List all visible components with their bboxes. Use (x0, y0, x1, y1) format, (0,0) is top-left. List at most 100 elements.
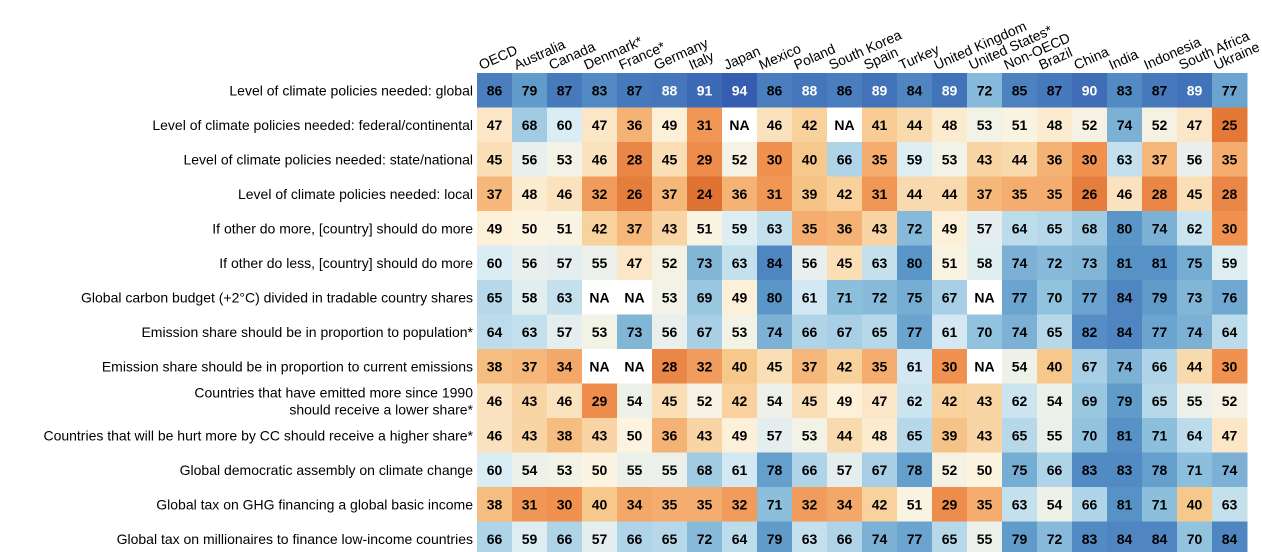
cell-value: 57 (557, 324, 573, 340)
heatmap-cell (1107, 452, 1143, 488)
cell-value: 37 (627, 220, 643, 236)
heatmap-cell (512, 107, 548, 143)
heatmap-cell (687, 383, 723, 419)
cell-value: NA (589, 358, 609, 374)
cell-value: 45 (1187, 186, 1203, 202)
heatmap-cell (1142, 349, 1178, 384)
heatmap-cell (1072, 487, 1108, 522)
row-label-line: Global democratic assembly on climate ch… (180, 462, 474, 478)
cell-value: NA (834, 117, 854, 133)
heatmap-cell (897, 452, 933, 488)
heatmap-cell (1107, 245, 1143, 281)
cell-value: 84 (1117, 289, 1133, 305)
heatmap-cell (652, 280, 688, 315)
cell-value: 87 (1152, 82, 1168, 98)
cell-value: 76 (1222, 289, 1238, 305)
heatmap-cell (1212, 452, 1248, 488)
cell-value: 86 (767, 82, 783, 98)
heatmap-cell (687, 176, 723, 212)
cell-value: 63 (1222, 496, 1238, 512)
row-label: Level of climate policies needed: local (238, 186, 473, 202)
heatmap-cell (1037, 211, 1073, 246)
heatmap-cell (617, 176, 653, 212)
cell-value: 79 (1117, 393, 1133, 409)
heatmap-cell (1002, 452, 1038, 488)
heatmap-cell (1037, 314, 1073, 350)
cell-value: 47 (592, 117, 608, 133)
heatmap-cell (897, 349, 933, 384)
heatmap-cell (862, 487, 898, 522)
heatmap-cell (932, 107, 968, 143)
heatmap-cell (827, 521, 863, 552)
heatmap-cell (827, 383, 863, 419)
cell-value: 40 (802, 151, 818, 167)
cell-value: 55 (592, 255, 608, 271)
heatmap-cell (1037, 452, 1073, 488)
cell-value: 63 (557, 289, 573, 305)
cell-value: 39 (942, 427, 958, 443)
cell-value: 66 (1047, 462, 1063, 478)
heatmap-cell (827, 176, 863, 212)
heatmap-cell (792, 383, 828, 419)
heatmap-cell (792, 245, 828, 281)
cell-value: 57 (767, 427, 783, 443)
heatmap-cell (792, 349, 828, 384)
heatmap-cell (827, 280, 863, 315)
cell-value: 64 (1187, 427, 1203, 443)
heatmap-cell (617, 107, 653, 143)
heatmap-cell (652, 142, 688, 177)
heatmap-cell (1177, 245, 1213, 281)
heatmap-cell (582, 73, 618, 108)
heatmap-cell (1142, 418, 1178, 453)
row-label: Emission share should be in proportion t… (141, 324, 473, 340)
heatmap-cell (547, 383, 583, 419)
heatmap-cell (582, 487, 618, 522)
heatmap-cell (932, 349, 968, 384)
cell-value: 89 (942, 82, 958, 98)
heatmap-cell (582, 176, 618, 212)
cell-value: 65 (1152, 393, 1168, 409)
cell-value: 80 (907, 255, 923, 271)
heatmap-cell (477, 73, 513, 108)
cell-value: 53 (942, 151, 958, 167)
heatmap-cell (582, 142, 618, 177)
cell-value: 37 (662, 186, 678, 202)
heatmap-cell (897, 142, 933, 177)
cell-value: 84 (1117, 324, 1133, 340)
cell-value: 46 (592, 151, 608, 167)
heatmap-cell (1107, 418, 1143, 453)
cell-value: 45 (662, 151, 678, 167)
cell-value: 83 (1117, 82, 1133, 98)
cell-value: 32 (802, 496, 818, 512)
cell-value: 66 (802, 324, 818, 340)
cell-value: 60 (487, 462, 503, 478)
cell-value: 85 (1012, 82, 1028, 98)
heatmap-cell (932, 418, 968, 453)
cell-value: 74 (1012, 324, 1028, 340)
heatmap-cell (1072, 280, 1108, 315)
cell-value: 54 (522, 462, 538, 478)
cell-value: 36 (1047, 151, 1063, 167)
heatmap-cell (932, 383, 968, 419)
cell-value: 87 (627, 82, 643, 98)
heatmap-cell (652, 314, 688, 350)
cell-value: 39 (802, 186, 818, 202)
cell-value: 37 (977, 186, 993, 202)
heatmap-cell (1177, 487, 1213, 522)
heatmap-cell (827, 452, 863, 488)
heatmap-cell (862, 314, 898, 350)
heatmap-cell (827, 73, 863, 108)
cell-value: 53 (977, 117, 993, 133)
heatmap-cell (477, 418, 513, 453)
cell-value: 45 (767, 358, 783, 374)
heatmap-cell (1142, 487, 1178, 522)
cell-value: 64 (732, 531, 748, 547)
cell-value: 87 (557, 82, 573, 98)
heatmap-cell (1107, 107, 1143, 143)
heatmap-cell (967, 73, 1003, 108)
heatmap-cell (687, 452, 723, 488)
cell-value: 73 (1187, 289, 1203, 305)
cell-value: 74 (1117, 117, 1133, 133)
cell-value: 66 (837, 531, 853, 547)
cell-value: 44 (907, 117, 923, 133)
